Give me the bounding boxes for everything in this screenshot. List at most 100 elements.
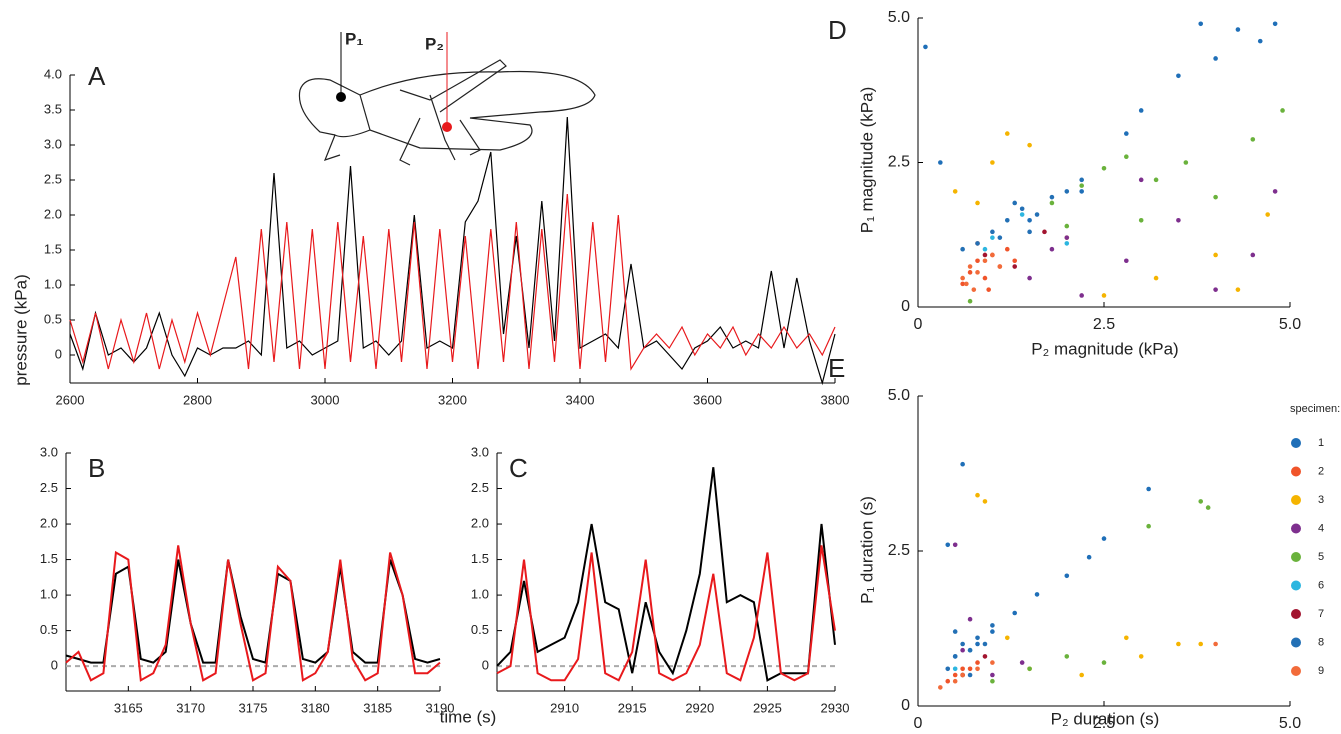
point [1101,165,1107,171]
point [967,270,973,275]
point [1079,177,1084,183]
point [1235,287,1241,292]
legend-label: 7 [1318,608,1324,620]
x-axis-label: P₂ duration (s) [1051,709,1160,728]
point [967,647,973,653]
y-tick-label: 3.0 [471,444,489,459]
y-tick-label: 0.5 [40,622,58,637]
x-tick-label: 0 [914,316,923,333]
y-tick-label: 1.5 [40,551,58,566]
point [982,258,988,264]
point [960,275,965,281]
point [1205,505,1211,510]
point [971,287,977,292]
point [1004,131,1010,136]
y-tick-label: 0 [55,346,62,361]
point [1027,218,1032,223]
y-tick-label: 1.0 [44,276,62,291]
y-tick-label: 2.0 [471,515,489,530]
point [1019,660,1025,665]
point [1012,610,1018,616]
x-axis-label: P₂ magnitude (kPa) [1031,339,1178,358]
point [1079,293,1084,298]
point [952,654,958,659]
point [990,629,995,634]
point [1146,486,1151,492]
point [952,629,958,634]
point [975,200,980,206]
point [986,287,991,292]
point [1198,21,1204,27]
point [1012,264,1018,269]
point [938,685,943,690]
point [1064,235,1070,240]
x-tick-label: 3400 [566,392,595,407]
point [1176,641,1181,647]
point [1079,183,1084,188]
point [952,666,958,672]
y-tick-label: 2.0 [40,515,58,530]
point [1027,275,1032,281]
y-tick-label: 1.5 [44,241,62,256]
point [952,542,958,548]
x-tick-label: 2.5 [1093,715,1115,732]
legend-title: specimen: [1290,403,1340,415]
x-tick-label: 3190 [426,700,455,715]
point [1027,229,1032,235]
point [1250,137,1256,142]
point [960,672,965,678]
point [1064,573,1070,579]
legend-swatch [1291,495,1301,505]
x-tick-label: 2920 [685,700,714,715]
y-tick-label: 4.0 [44,66,62,81]
point [1101,536,1107,541]
point [1213,287,1218,292]
y-tick-label: 0 [901,697,910,714]
point [1064,654,1070,659]
panel-letter: D [828,15,847,45]
point [952,189,958,194]
point [1153,275,1159,281]
y-tick-label: 3.0 [44,136,62,151]
point [982,246,988,252]
point [1079,672,1084,678]
point [990,235,995,240]
point [975,641,980,647]
point [945,678,951,684]
panel-letter: B [88,453,105,483]
point [960,281,965,287]
point [960,647,965,653]
point [1124,258,1129,264]
point [975,660,980,665]
point [1101,660,1107,665]
legend-label: 3 [1318,494,1324,506]
point [1138,218,1144,223]
point [1019,212,1025,217]
p2-label: P₂ [425,34,444,53]
point [1257,38,1263,44]
y-tick-label: 3.5 [44,101,62,116]
legend-swatch [1291,466,1301,477]
p1-probe [336,92,346,102]
point [982,641,988,647]
x-tick-label: 2910 [550,700,579,715]
legend-label: 4 [1318,522,1324,534]
point [1124,131,1129,136]
point [990,660,995,665]
series-line [69,116,836,386]
legend-swatch [1291,637,1301,648]
point [960,246,965,252]
x-tick-label: 3180 [301,700,330,715]
panel-letter: A [88,61,106,91]
point [982,654,988,659]
legend-label: 1 [1318,437,1324,449]
point [1034,592,1040,597]
point [1213,56,1218,61]
point [945,666,951,672]
point [1213,641,1218,647]
legend-label: 8 [1318,636,1324,648]
legend-swatch [1291,523,1301,534]
y-tick-label: 0.5 [471,622,489,637]
